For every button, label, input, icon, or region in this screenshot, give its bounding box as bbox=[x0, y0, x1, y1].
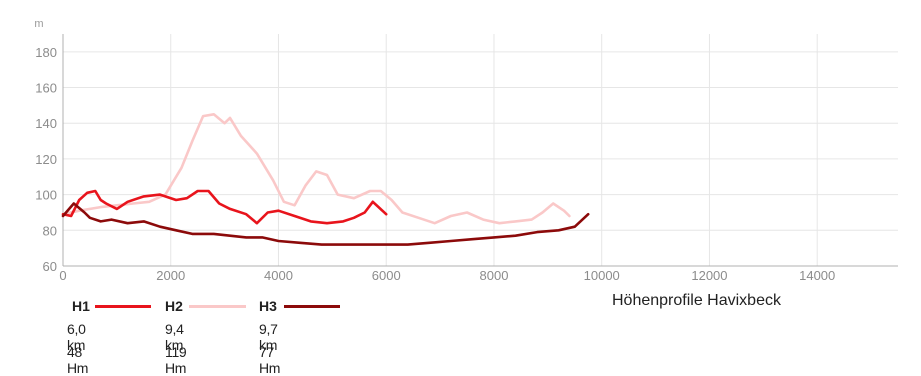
series-line-h3 bbox=[61, 202, 590, 246]
x-tick-label: 10000 bbox=[584, 268, 620, 283]
grid-lines bbox=[63, 34, 898, 266]
x-tick-label: 4000 bbox=[264, 268, 293, 283]
legend-ascent-h3: 77 Hm bbox=[259, 344, 281, 376]
legend-ascent-h2: 119 Hm bbox=[165, 344, 187, 376]
legend-label-h1: H1 bbox=[72, 298, 90, 314]
y-tick-label: 180 bbox=[35, 45, 57, 60]
legend-label-h3: H3 bbox=[259, 298, 277, 314]
y-tick-label: 140 bbox=[35, 116, 57, 131]
legend-line-h3 bbox=[284, 305, 340, 308]
legend-line-h2 bbox=[189, 305, 246, 308]
y-tick-label: 60 bbox=[43, 259, 57, 274]
series-lines bbox=[61, 113, 590, 246]
y-tick-label: 80 bbox=[43, 223, 57, 238]
legend-line-h1 bbox=[95, 305, 151, 308]
series-line-h2 bbox=[61, 113, 571, 225]
legend-distance-h3: 9,7 km bbox=[259, 321, 278, 353]
chart-caption: Höhenprofile Havixbeck bbox=[612, 292, 781, 309]
y-tick-label: 100 bbox=[35, 188, 57, 203]
x-tick-label: 6000 bbox=[372, 268, 401, 283]
legend-distance-h2: 9,4 km bbox=[165, 321, 184, 353]
y-axis-unit-label: m bbox=[34, 18, 43, 30]
x-tick-label: 0 bbox=[59, 268, 66, 283]
y-tick-label: 160 bbox=[35, 81, 57, 96]
legend-label-h2: H2 bbox=[165, 298, 183, 314]
series-line-h1 bbox=[61, 189, 388, 225]
x-tick-label: 14000 bbox=[799, 268, 835, 283]
x-tick-label: 2000 bbox=[156, 268, 185, 283]
x-tick-label: 8000 bbox=[480, 268, 509, 283]
legend-distance-h1: 6,0 km bbox=[67, 321, 86, 353]
axes bbox=[62, 34, 898, 267]
y-tick-label: 120 bbox=[35, 152, 57, 167]
x-tick-labels: 0 2000 4000 6000 8000 10000 12000 14000 bbox=[59, 268, 835, 283]
x-tick-label: 12000 bbox=[691, 268, 727, 283]
legend-ascent-h1: 48 Hm bbox=[67, 344, 89, 376]
y-tick-labels: 60 80 100 120 140 160 180 bbox=[35, 45, 57, 274]
